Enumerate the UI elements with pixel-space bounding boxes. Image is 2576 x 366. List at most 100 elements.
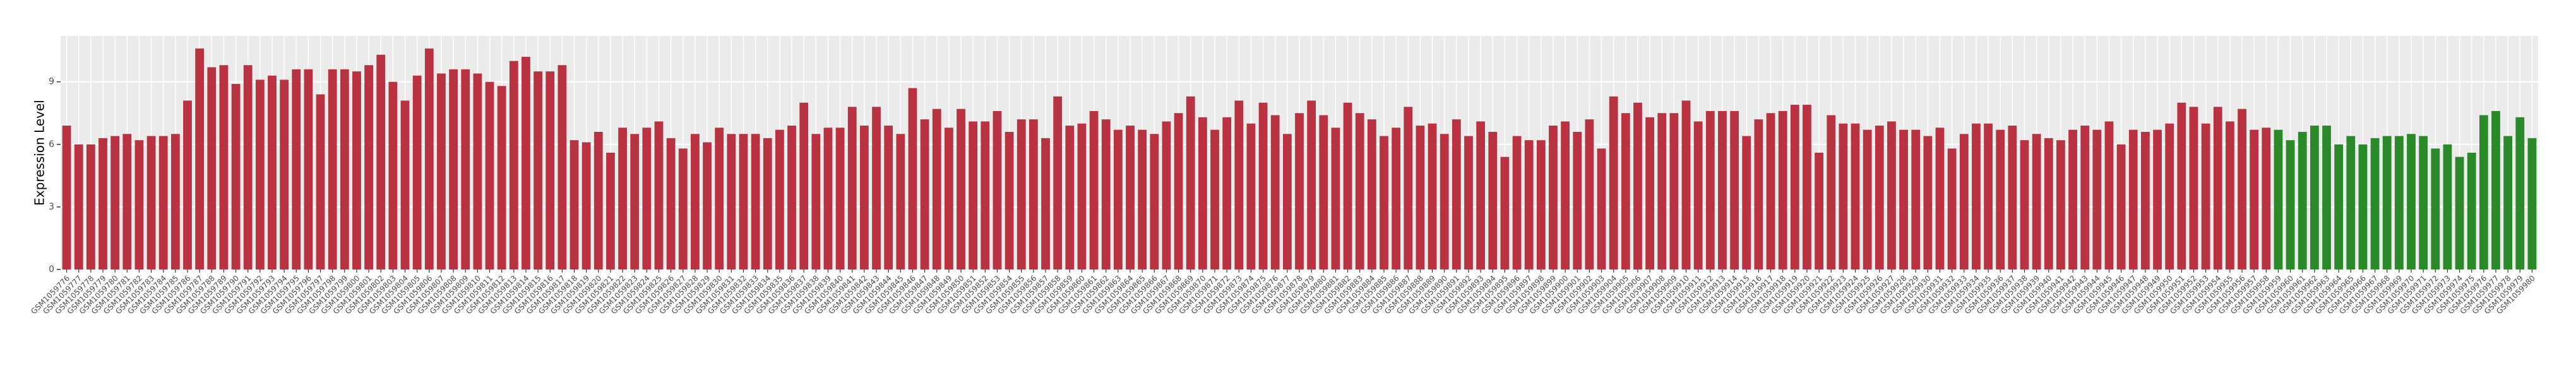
bar [558,65,567,269]
bar [957,109,965,269]
bar [1681,100,1691,270]
bar [2262,127,2271,269]
bar [280,80,289,269]
bar [1947,148,1957,269]
bar [1282,134,1292,269]
bar [1367,119,1376,269]
bar [1657,113,1667,269]
bar [1984,123,1993,269]
bar [1234,100,1244,270]
bar [1549,126,1558,269]
bar [1500,156,1510,269]
bar [811,134,821,269]
bar [1404,107,1413,270]
bar [2177,102,2186,269]
bar [945,127,953,269]
bar [1380,136,1388,269]
bar [1899,129,1908,269]
bar [183,100,192,270]
bar [158,136,168,269]
bar [1693,121,1703,269]
bar [328,69,337,269]
bar [1452,119,1461,269]
bar [412,75,422,270]
bar [1041,138,1050,269]
bar [581,142,591,269]
bar [1561,121,1570,269]
y-tick-label: 6 [49,139,54,150]
bar [1766,113,1775,269]
bar [424,48,434,270]
bar [1186,96,1195,269]
bar [86,144,95,269]
bar [1476,121,1486,269]
bar [1790,105,1799,269]
bar [1005,131,1014,269]
bar [1126,126,1135,269]
bar [268,75,277,270]
bar [1585,119,1594,269]
bar [376,54,386,269]
bar [1017,119,1026,269]
bar [1307,100,1316,270]
bar [1089,110,1099,269]
bar [1065,126,1075,269]
bar [316,94,325,269]
bar [449,69,458,269]
bar [2056,140,2065,269]
bar [1198,117,1207,269]
bar [606,153,615,269]
bar [546,71,555,270]
bar [2358,144,2368,269]
bar [1863,129,1872,269]
bar [2141,131,2150,269]
bar [1053,96,1063,269]
bar [1319,115,1328,269]
bar [243,65,253,269]
bar [1839,123,1848,269]
bar [847,107,857,270]
bar [2116,144,2126,269]
bar [2201,123,2210,269]
bar [1778,110,1787,269]
bar [1138,129,1147,269]
bar [727,134,736,269]
bar [2334,144,2344,269]
bar [654,121,664,269]
bar [364,65,373,269]
bar [1923,136,1933,269]
bar [1222,117,1232,269]
bar [2370,138,2380,269]
bar [1428,123,1437,269]
bar [1488,131,1498,269]
bar [352,71,361,270]
bar [74,144,83,269]
bar [1754,119,1763,269]
bar [2346,136,2356,269]
bar [388,81,398,269]
bar [1270,115,1280,269]
bar [304,69,313,269]
bar [1887,121,1896,269]
bar [461,69,470,269]
bar [1815,153,1823,269]
bar [1258,102,1268,269]
y-axis-label: Expression Level [32,100,47,206]
bar [1718,110,1727,269]
bar [1416,126,1425,269]
y-tick-label: 0 [49,264,54,274]
bar [1959,134,1969,269]
bar [787,126,796,269]
bar [1343,102,1352,269]
bar [2213,107,2222,270]
bar [896,134,905,269]
bar [2298,131,2307,269]
bar [485,81,494,269]
y-tick-label: 9 [49,77,54,87]
bar [691,134,700,269]
bar [1392,127,1401,269]
bar [1573,131,1582,269]
bar [799,102,809,269]
bar [860,126,869,269]
bar [2382,136,2392,269]
